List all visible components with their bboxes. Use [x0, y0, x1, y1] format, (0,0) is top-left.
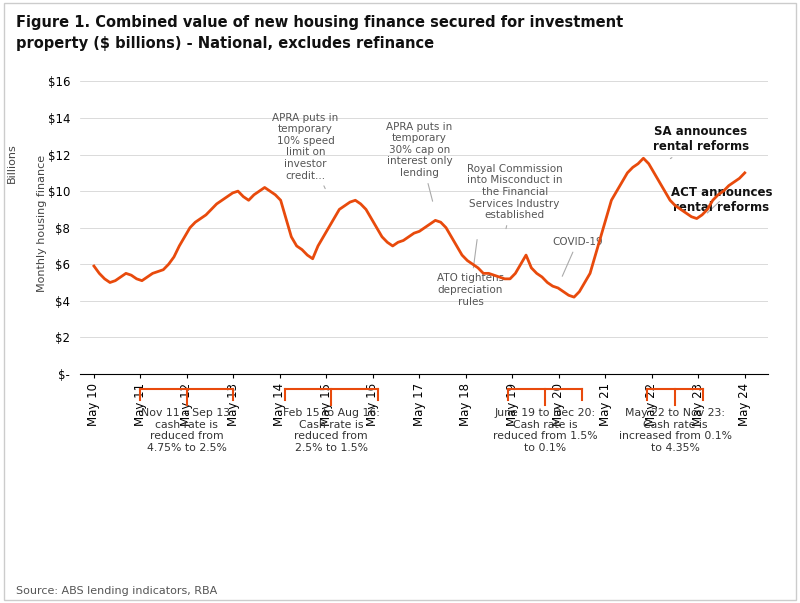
Text: Royal Commission
into Misconduct in
the Financial
Services Industry
established: Royal Commission into Misconduct in the … — [466, 164, 562, 229]
Text: ATO tightens
depreciation
rules: ATO tightens depreciation rules — [437, 239, 504, 306]
Text: property ($ billions) - National, excludes refinance: property ($ billions) - National, exclud… — [16, 36, 434, 51]
Text: Monthly housing finance: Monthly housing finance — [37, 154, 46, 292]
Text: June 19 to Dec 20:
Cash rate is
reduced from 1.5%
to 0.1%: June 19 to Dec 20: Cash rate is reduced … — [493, 408, 597, 453]
Text: APRA puts in
temporary
30% cap on
interest only
lending: APRA puts in temporary 30% cap on intere… — [386, 122, 453, 201]
Text: COVID-19: COVID-19 — [552, 237, 602, 276]
Text: ACT announces
rental reforms: ACT announces rental reforms — [670, 186, 772, 213]
Text: SA announces
rental reforms: SA announces rental reforms — [653, 125, 749, 159]
Text: APRA puts in
temporary
10% speed
limit on
investor
credit...: APRA puts in temporary 10% speed limit o… — [272, 113, 338, 189]
Text: Source: ABS lending indicators, RBA: Source: ABS lending indicators, RBA — [16, 586, 218, 596]
Text: Feb 15 to Aug 16:
Cash rate is
reduced from
2.5% to 1.5%: Feb 15 to Aug 16: Cash rate is reduced f… — [282, 408, 379, 453]
Text: Nov 11 – Sep 13:
cash rate is
reduced from
4.75% to 2.5%: Nov 11 – Sep 13: cash rate is reduced fr… — [141, 408, 234, 453]
Text: Figure 1. Combined value of new housing finance secured for investment: Figure 1. Combined value of new housing … — [16, 15, 623, 30]
Text: Billions: Billions — [7, 143, 17, 183]
Text: May 22 to Nov 23:
Cash rate is
increased from 0.1%
to 4.35%: May 22 to Nov 23: Cash rate is increased… — [618, 408, 731, 453]
